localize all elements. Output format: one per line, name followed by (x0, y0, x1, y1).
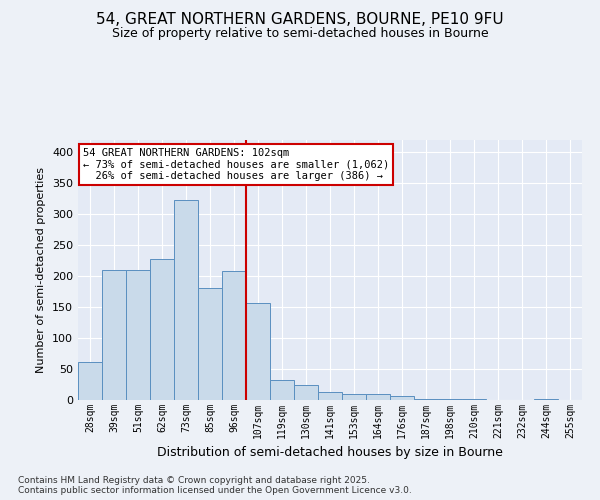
Text: 54, GREAT NORTHERN GARDENS, BOURNE, PE10 9FU: 54, GREAT NORTHERN GARDENS, BOURNE, PE10… (96, 12, 504, 28)
Bar (174, 200, 198, 400)
Bar (78, 362, 102, 400)
Text: 54 GREAT NORTHERN GARDENS: 102sqm
← 73% of semi-detached houses are smaller (1,0: 54 GREAT NORTHERN GARDENS: 102sqm ← 73% … (83, 148, 389, 181)
Bar (294, 384, 318, 400)
Bar (126, 270, 150, 400)
Bar (270, 380, 294, 400)
Bar (102, 270, 126, 400)
Bar (222, 270, 246, 400)
Y-axis label: Number of semi-detached properties: Number of semi-detached properties (37, 167, 46, 373)
Text: Size of property relative to semi-detached houses in Bourne: Size of property relative to semi-detach… (112, 28, 488, 40)
Bar (150, 260, 174, 400)
Bar (414, 399, 438, 400)
Bar (246, 303, 270, 400)
Bar (198, 288, 222, 400)
Text: Contains HM Land Registry data © Crown copyright and database right 2025.
Contai: Contains HM Land Registry data © Crown c… (18, 476, 412, 495)
Bar (366, 394, 390, 400)
Bar (318, 392, 342, 400)
X-axis label: Distribution of semi-detached houses by size in Bourne: Distribution of semi-detached houses by … (157, 446, 503, 460)
Bar (390, 396, 414, 400)
Bar (342, 394, 366, 400)
